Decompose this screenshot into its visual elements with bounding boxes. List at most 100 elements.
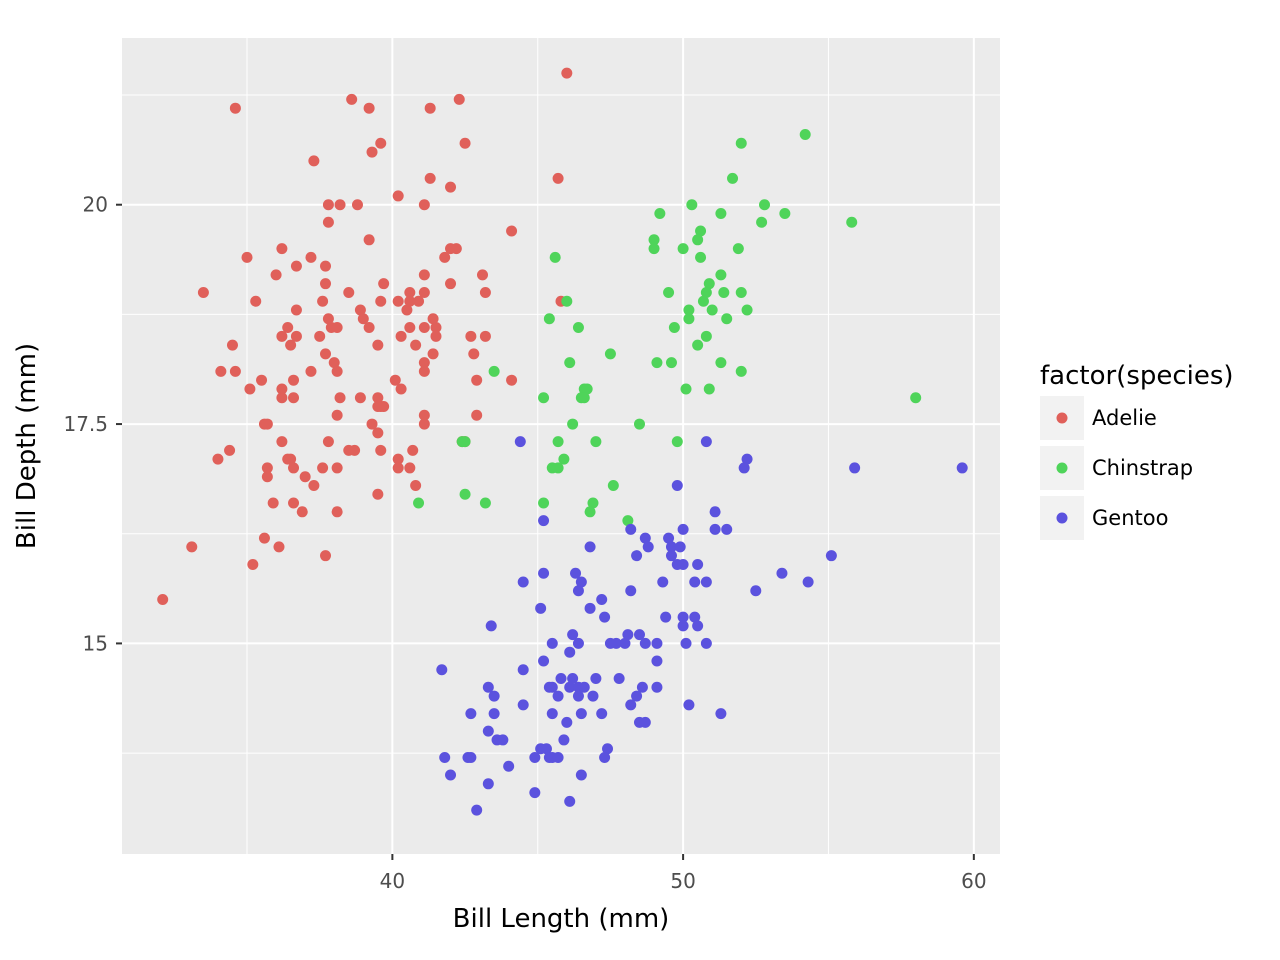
point-chinstrap xyxy=(715,357,727,369)
legend-marker-gentoo xyxy=(1056,512,1068,524)
point-gentoo xyxy=(575,708,587,720)
point-gentoo xyxy=(488,690,500,702)
point-adelie xyxy=(331,409,343,421)
point-gentoo xyxy=(482,725,494,737)
point-adelie xyxy=(288,374,300,386)
point-gentoo xyxy=(465,751,477,763)
point-gentoo xyxy=(700,576,712,588)
point-adelie xyxy=(276,383,288,395)
point-adelie xyxy=(322,436,334,448)
point-gentoo xyxy=(750,585,762,597)
point-adelie xyxy=(418,199,430,211)
point-adelie xyxy=(288,462,300,474)
point-chinstrap xyxy=(680,383,692,395)
legend-label-chinstrap: Chinstrap xyxy=(1092,456,1193,480)
point-adelie xyxy=(445,278,457,290)
point-adelie xyxy=(288,497,300,509)
point-adelie xyxy=(276,243,288,255)
point-adelie xyxy=(372,392,384,404)
legend-marker-adelie xyxy=(1056,412,1068,424)
point-gentoo xyxy=(776,567,788,579)
point-chinstrap xyxy=(564,357,576,369)
point-adelie xyxy=(392,462,404,474)
point-gentoo xyxy=(622,629,634,641)
y-axis: 15 17.5 20 xyxy=(63,193,122,655)
point-adelie xyxy=(261,471,273,483)
point-adelie xyxy=(410,479,422,491)
grid-minor xyxy=(122,38,1000,854)
point-gentoo xyxy=(613,673,625,685)
point-gentoo xyxy=(564,795,576,807)
point-gentoo xyxy=(700,637,712,649)
data-points xyxy=(157,67,968,816)
point-gentoo xyxy=(558,734,570,746)
point-gentoo xyxy=(677,611,689,623)
point-adelie xyxy=(343,286,355,298)
point-adelie xyxy=(305,251,317,263)
point-gentoo xyxy=(625,523,637,535)
point-adelie xyxy=(354,392,366,404)
point-adelie xyxy=(267,497,279,509)
point-adelie xyxy=(261,418,273,430)
point-gentoo xyxy=(514,436,526,448)
point-adelie xyxy=(322,199,334,211)
point-gentoo xyxy=(564,681,576,693)
point-gentoo xyxy=(956,462,968,474)
point-chinstrap xyxy=(703,278,715,290)
point-gentoo xyxy=(709,506,721,518)
point-chinstrap xyxy=(604,348,616,360)
point-gentoo xyxy=(660,611,672,623)
point-adelie xyxy=(363,234,375,246)
point-chinstrap xyxy=(651,357,663,369)
point-adelie xyxy=(404,322,416,334)
point-chinstrap xyxy=(735,137,747,149)
point-adelie xyxy=(424,172,436,184)
point-adelie xyxy=(439,251,451,263)
point-adelie xyxy=(322,216,334,228)
point-adelie xyxy=(186,541,198,553)
point-gentoo xyxy=(596,708,608,720)
point-adelie xyxy=(471,409,483,421)
point-adelie xyxy=(459,137,471,149)
point-adelie xyxy=(506,225,518,237)
point-adelie xyxy=(479,330,491,342)
point-gentoo xyxy=(671,479,683,491)
point-adelie xyxy=(407,444,419,456)
point-adelie xyxy=(224,444,236,456)
point-gentoo xyxy=(639,716,651,728)
point-chinstrap xyxy=(587,497,599,509)
point-adelie xyxy=(418,357,430,369)
point-adelie xyxy=(212,453,224,465)
point-chinstrap xyxy=(910,392,922,404)
point-adelie xyxy=(372,339,384,351)
point-gentoo xyxy=(677,523,689,535)
point-adelie xyxy=(226,339,238,351)
point-adelie xyxy=(351,199,363,211)
point-adelie xyxy=(244,383,256,395)
point-adelie xyxy=(418,286,430,298)
point-adelie xyxy=(290,260,302,272)
point-adelie xyxy=(261,462,273,474)
point-chinstrap xyxy=(697,295,709,307)
point-chinstrap xyxy=(459,488,471,500)
point-adelie xyxy=(285,453,297,465)
point-gentoo xyxy=(677,558,689,570)
point-gentoo xyxy=(535,602,547,614)
point-chinstrap xyxy=(759,199,771,211)
point-gentoo xyxy=(439,751,451,763)
point-chinstrap xyxy=(715,269,727,281)
point-chinstrap xyxy=(727,172,739,184)
point-adelie xyxy=(322,313,334,325)
point-adelie xyxy=(479,286,491,298)
point-adelie xyxy=(331,462,343,474)
point-gentoo xyxy=(715,708,727,720)
point-adelie xyxy=(375,137,387,149)
point-gentoo xyxy=(436,664,448,676)
point-adelie xyxy=(465,330,477,342)
point-chinstrap xyxy=(741,304,753,316)
point-gentoo xyxy=(572,690,584,702)
point-adelie xyxy=(430,322,442,334)
point-adelie xyxy=(453,93,465,105)
point-adelie xyxy=(418,322,430,334)
